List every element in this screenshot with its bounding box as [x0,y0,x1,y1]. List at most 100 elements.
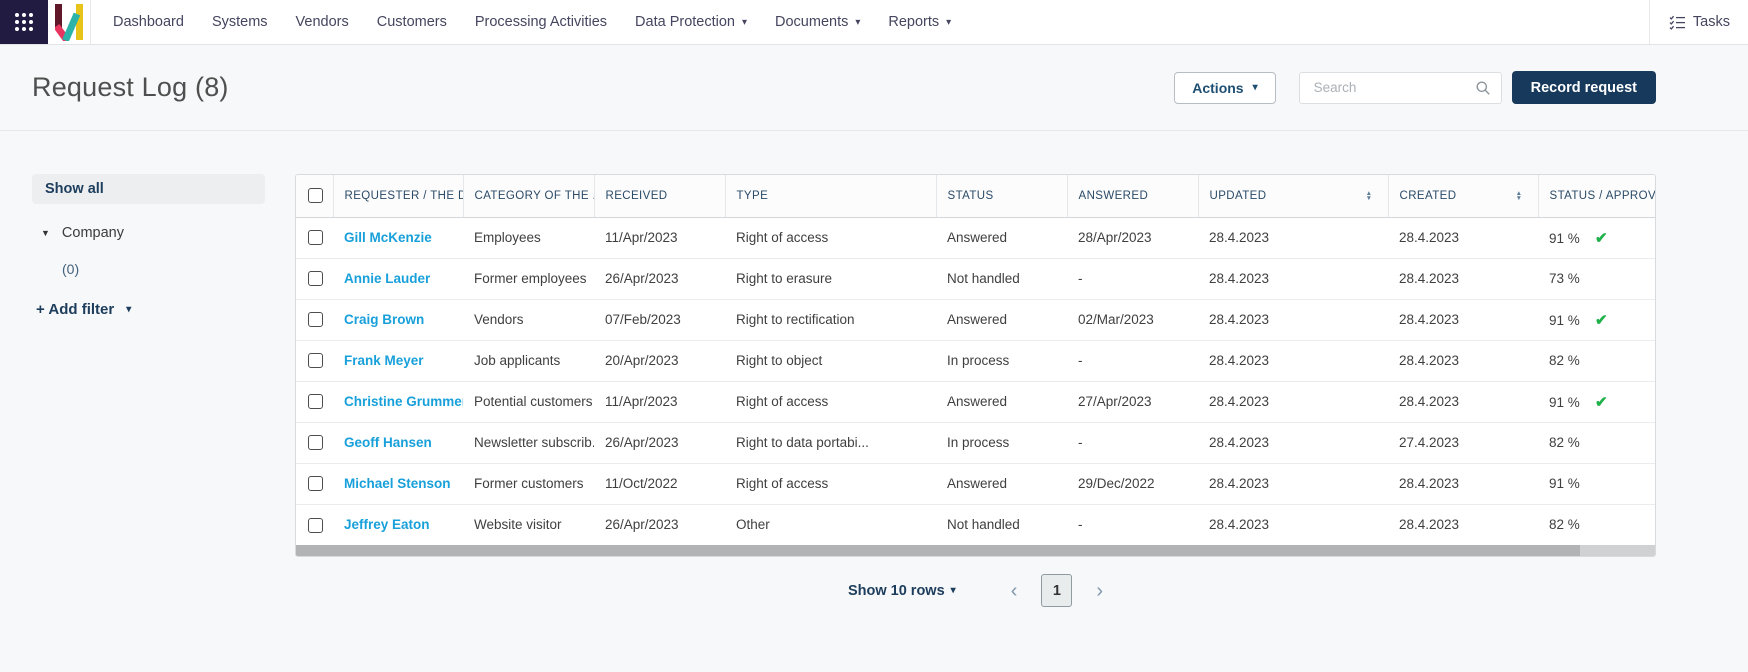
nav-item-reports[interactable]: Reports ▾ [874,0,965,45]
tasks-button[interactable]: Tasks [1648,0,1748,44]
column-header-updated[interactable]: UPDATED ▲ ▼ [1197,175,1388,218]
cell-created: 28.4.2023 [1399,517,1460,533]
request-log-table: REQUESTER / THE D... CATEGORY OF THE ...… [296,175,1655,545]
page-number-button[interactable]: 1 [1041,574,1073,607]
tasks-checklist-icon [1669,15,1685,30]
table-row[interactable]: Michael Stenson Former customers 11/Oct/… [296,463,1655,505]
rows-per-page-dropdown[interactable]: Show 10 rows ▾ [848,583,956,599]
page-title: Request Log (8) [32,72,229,102]
cell-answered: - [1067,340,1198,382]
cell-category: Potential customers [463,381,594,423]
table-footer: Show 10 rows ▾ ‹ 1 › [295,574,1656,607]
table-row[interactable]: Christine Grummen Potential customers 11… [296,381,1655,423]
row-checkbox[interactable] [308,394,323,410]
row-checkbox[interactable] [308,312,323,328]
filter-show-all[interactable]: Show all [32,174,265,204]
sort-icon[interactable]: ▲ ▼ [1365,189,1373,202]
requester-link[interactable]: Jeffrey Eaton [344,517,430,533]
cell-created: 28.4.2023 [1388,217,1538,259]
navbar-spacer [965,0,1649,44]
nav-item-systems[interactable]: Systems [211,14,268,30]
column-header-created[interactable]: CREATED ▲ ▼ [1387,175,1538,218]
cell-category: Employees [463,217,594,259]
table-row[interactable]: Craig Brown Vendors 07/Feb/2023 Right to… [296,299,1655,341]
cell-requester: Michael Stenson [333,463,463,505]
nav-item-documents[interactable]: Documents ▾ [761,0,874,45]
cell-answered: 29/Dec/2022 [1067,463,1198,505]
apps-grid-icon [15,13,33,31]
cell-updated: 28.4.2023 [1209,517,1270,533]
approved-check-icon: ✔ [1595,229,1608,247]
rows-per-page-label: Show 10 rows [847,582,945,599]
requester-link[interactable]: Gill McKenzie [344,230,432,245]
row-checkbox[interactable] [308,353,323,369]
cell-answered: 02/Mar/2023 [1067,299,1198,341]
cell-type: Right to erasure [725,258,936,300]
top-navbar: Dashboard Systems Vendors Customers Proc… [0,0,1748,45]
cell-category: Job applicants [463,340,594,382]
record-request-button[interactable]: Record request [1511,71,1656,104]
cell-received: 11/Apr/2023 [594,217,725,259]
requester-link[interactable]: Michael Stenson [344,476,451,491]
cell-type: Other [736,517,770,533]
row-checkbox[interactable] [308,435,323,451]
cell-select [296,422,333,464]
row-checkbox[interactable] [308,271,323,287]
column-header-type[interactable]: TYPE [724,175,936,218]
table-row[interactable]: Annie Lauder Former employees 26/Apr/202… [296,258,1655,300]
prev-page-button[interactable]: ‹ [1010,579,1018,602]
add-filter-button[interactable]: + Add filter ▾ [32,301,265,318]
sort-icon[interactable]: ▲ ▼ [1515,189,1523,202]
cell-type: Right of access [725,463,936,505]
nav-item-dashboard[interactable]: Dashboard [113,14,184,30]
filter-group-company[interactable]: ▼ Company [32,225,265,241]
cell-status: Answered [936,463,1067,505]
row-checkbox[interactable] [308,230,323,246]
search-input[interactable] [1298,71,1502,104]
nav-item-processing-activities[interactable]: Processing Activities [474,14,608,30]
column-header-status-approval[interactable]: STATUS / APPROVI [1537,175,1655,218]
column-header-received[interactable]: RECEIVED [593,175,725,218]
horizontal-scrollbar[interactable] [296,545,1655,556]
company-count-link[interactable]: (0) [62,261,80,277]
actions-dropdown-button[interactable]: Actions ▾ [1174,71,1276,104]
nav-item-vendors[interactable]: Vendors [295,14,349,30]
table-row[interactable]: Jeffrey Eaton Website visitor 26/Apr/202… [296,504,1655,545]
filter-sidebar: Show all ▼ Company (0) + Add filter ▾ [32,174,265,557]
column-header-requester[interactable]: REQUESTER / THE D... [332,175,463,218]
cell-received: 26/Apr/2023 [594,422,725,464]
nav-item-customers[interactable]: Customers [376,14,447,30]
cell-requester: Geoff Hansen [333,422,463,464]
column-header-status[interactable]: STATUS [935,175,1067,218]
chevron-down-icon: ▼ [41,228,50,238]
nav-item-data-protection[interactable]: Data Protection ▾ [621,0,761,45]
app-launcher-button[interactable] [0,0,48,44]
cell-approval: 91 %✔ [1538,381,1655,423]
scrollbar-thumb[interactable] [296,545,1581,556]
table-row[interactable]: Frank Meyer Job applicants 20/Apr/2023 R… [296,340,1655,382]
requester-link[interactable]: Frank Meyer [344,353,424,368]
table-clip: REQUESTER / THE D... CATEGORY OF THE ...… [296,175,1655,545]
column-header-answered[interactable]: ANSWERED [1066,175,1198,218]
cell-category: Website visitor [474,517,562,533]
cell-answered: 28/Apr/2023 [1067,217,1198,259]
requester-link[interactable]: Geoff Hansen [344,435,432,450]
cell-status: Not handled [936,258,1067,300]
cell-updated: 28.4.2023 [1198,299,1388,341]
select-all-checkbox[interactable] [308,188,323,204]
requester-link[interactable]: Craig Brown [344,312,425,327]
row-checkbox[interactable] [308,476,323,492]
cell-received: 07/Feb/2023 [594,299,725,341]
column-header-category[interactable]: CATEGORY OF THE ... [462,175,594,218]
approved-check-icon: ✔ [1595,393,1608,411]
table-row[interactable]: Gill McKenzie Employees 11/Apr/2023 Righ… [296,217,1655,259]
brand-logo[interactable] [48,0,91,44]
cell-select [296,258,333,300]
requester-link[interactable]: Christine Grummen [344,394,463,409]
cell-type: Right to object [725,340,936,382]
requester-link[interactable]: Annie Lauder [344,271,431,286]
cell-category: Newsletter subscrib... [463,422,594,464]
next-page-button[interactable]: › [1096,579,1104,602]
table-row[interactable]: Geoff Hansen Newsletter subscrib... 26/A… [296,422,1655,464]
row-checkbox[interactable] [308,517,323,533]
